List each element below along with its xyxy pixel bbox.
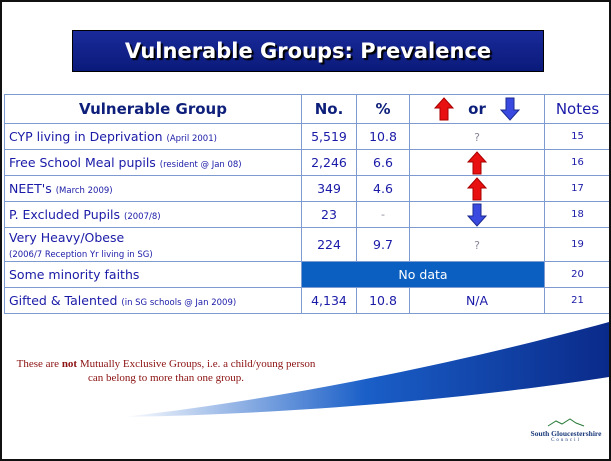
down-arrow: [499, 97, 520, 121]
group-detail: (April 2001): [166, 134, 217, 144]
notes-cell: 16: [544, 149, 609, 176]
logo: South Gloucestershire Council: [526, 417, 606, 443]
percent-cell: 6.6: [356, 149, 410, 176]
up-arrow: [466, 176, 488, 200]
table-row: Free School Meal pupils (resident @ Jan …: [4, 149, 609, 176]
group-name: NEET's: [9, 181, 52, 196]
group-detail: (2006/7 Reception Yr living in SG): [9, 249, 153, 260]
header-cell: Vulnerable Group: [4, 94, 302, 124]
footnote: These are not Mutually Exclusive Groups,…: [16, 357, 316, 385]
percent-cell: 10.8: [356, 123, 410, 150]
group-cell: Gifted & Talented (in SG schools @ Jan 2…: [4, 287, 302, 314]
header-text: or: [468, 99, 486, 118]
logo-icon: [547, 418, 585, 427]
logo-sub: Council: [551, 438, 581, 443]
group-detail: (resident @ Jan 08): [159, 160, 242, 170]
group-name: CYP living in Deprivation: [9, 129, 163, 144]
notes-cell: 21: [544, 287, 609, 314]
number-cell: 5,519: [301, 123, 357, 150]
trend-text: N/A: [465, 293, 489, 308]
table-row: Some minority faiths No data 20: [4, 261, 609, 288]
footnote-bold: not: [61, 358, 78, 370]
slide-title: Vulnerable Groups: Prevalence: [72, 30, 544, 72]
notes-cell: 18: [544, 201, 609, 228]
number-cell: 349: [301, 175, 357, 202]
number-cell: 23: [301, 201, 357, 228]
number-cell: 224: [301, 227, 357, 262]
table-row: Gifted & Talented (in SG schools @ Jan 2…: [4, 287, 609, 314]
group-name: Some minority faiths: [9, 267, 140, 282]
trend-cell: [409, 201, 545, 228]
group-detail: (in SG schools @ Jan 2009): [121, 298, 237, 308]
header-cell: No.: [301, 94, 357, 124]
trend-cell: [409, 149, 545, 176]
group-cell: Some minority faiths: [4, 261, 302, 288]
group-cell: CYP living in Deprivation (April 2001): [4, 123, 302, 150]
group-detail: (2007/8): [124, 212, 161, 222]
notes-cell: 15: [544, 123, 609, 150]
header-cell: %: [356, 94, 410, 124]
footnote-text: Mutually Exclusive Groups, i.e. a child/…: [77, 358, 316, 384]
trend-cell: ?: [409, 227, 545, 262]
header-cell: or: [409, 94, 545, 124]
group-name: Free School Meal pupils: [9, 155, 156, 170]
header-row: Vulnerable Group No.% or Notes: [4, 94, 609, 124]
percent-cell: -: [356, 201, 410, 228]
notes-cell: 17: [544, 175, 609, 202]
group-cell: P. Excluded Pupils (2007/8): [4, 201, 302, 228]
group-cell: NEET's (March 2009): [4, 175, 302, 202]
group-name: Very Heavy/Obese: [9, 229, 125, 245]
percent-cell: 4.6: [356, 175, 410, 202]
merged-cell: No data: [301, 261, 545, 288]
up-arrow: [434, 97, 455, 121]
group-name: P. Excluded Pupils: [9, 207, 121, 222]
footnote-text: These are: [16, 358, 62, 370]
table-row: CYP living in Deprivation (April 2001) 5,…: [4, 123, 609, 150]
notes-cell: 20: [544, 261, 609, 288]
table-row: NEET's (March 2009) 349 4.6 17: [4, 175, 609, 202]
group-cell: Free School Meal pupils (resident @ Jan …: [4, 149, 302, 176]
notes-cell: 19: [544, 227, 609, 262]
group-detail: (March 2009): [55, 186, 113, 196]
logo-name: South Gloucestershire: [530, 429, 602, 438]
up-arrow: [466, 150, 488, 174]
trend-cell: N/A: [409, 287, 545, 314]
data-table: Vulnerable Group No.% or Notes CYP living in…: [4, 94, 609, 314]
trend-cell: [409, 175, 545, 202]
trend-text: ?: [474, 239, 480, 252]
down-arrow: [466, 203, 488, 227]
table-row: P. Excluded Pupils (2007/8) 23-18: [4, 201, 609, 228]
header-cell: Notes: [544, 94, 609, 124]
trend-cell: ?: [409, 123, 545, 150]
table-row: Very Heavy/Obese (2006/7 Reception Yr liv…: [4, 227, 609, 262]
percent-cell: 10.8: [356, 287, 410, 314]
trend-text: ?: [474, 131, 480, 144]
group-name: Gifted & Talented: [9, 293, 118, 308]
percent-cell: 9.7: [356, 227, 410, 262]
number-cell: 4,134: [301, 287, 357, 314]
number-cell: 2,246: [301, 149, 357, 176]
group-cell: Very Heavy/Obese (2006/7 Reception Yr liv…: [4, 227, 302, 262]
